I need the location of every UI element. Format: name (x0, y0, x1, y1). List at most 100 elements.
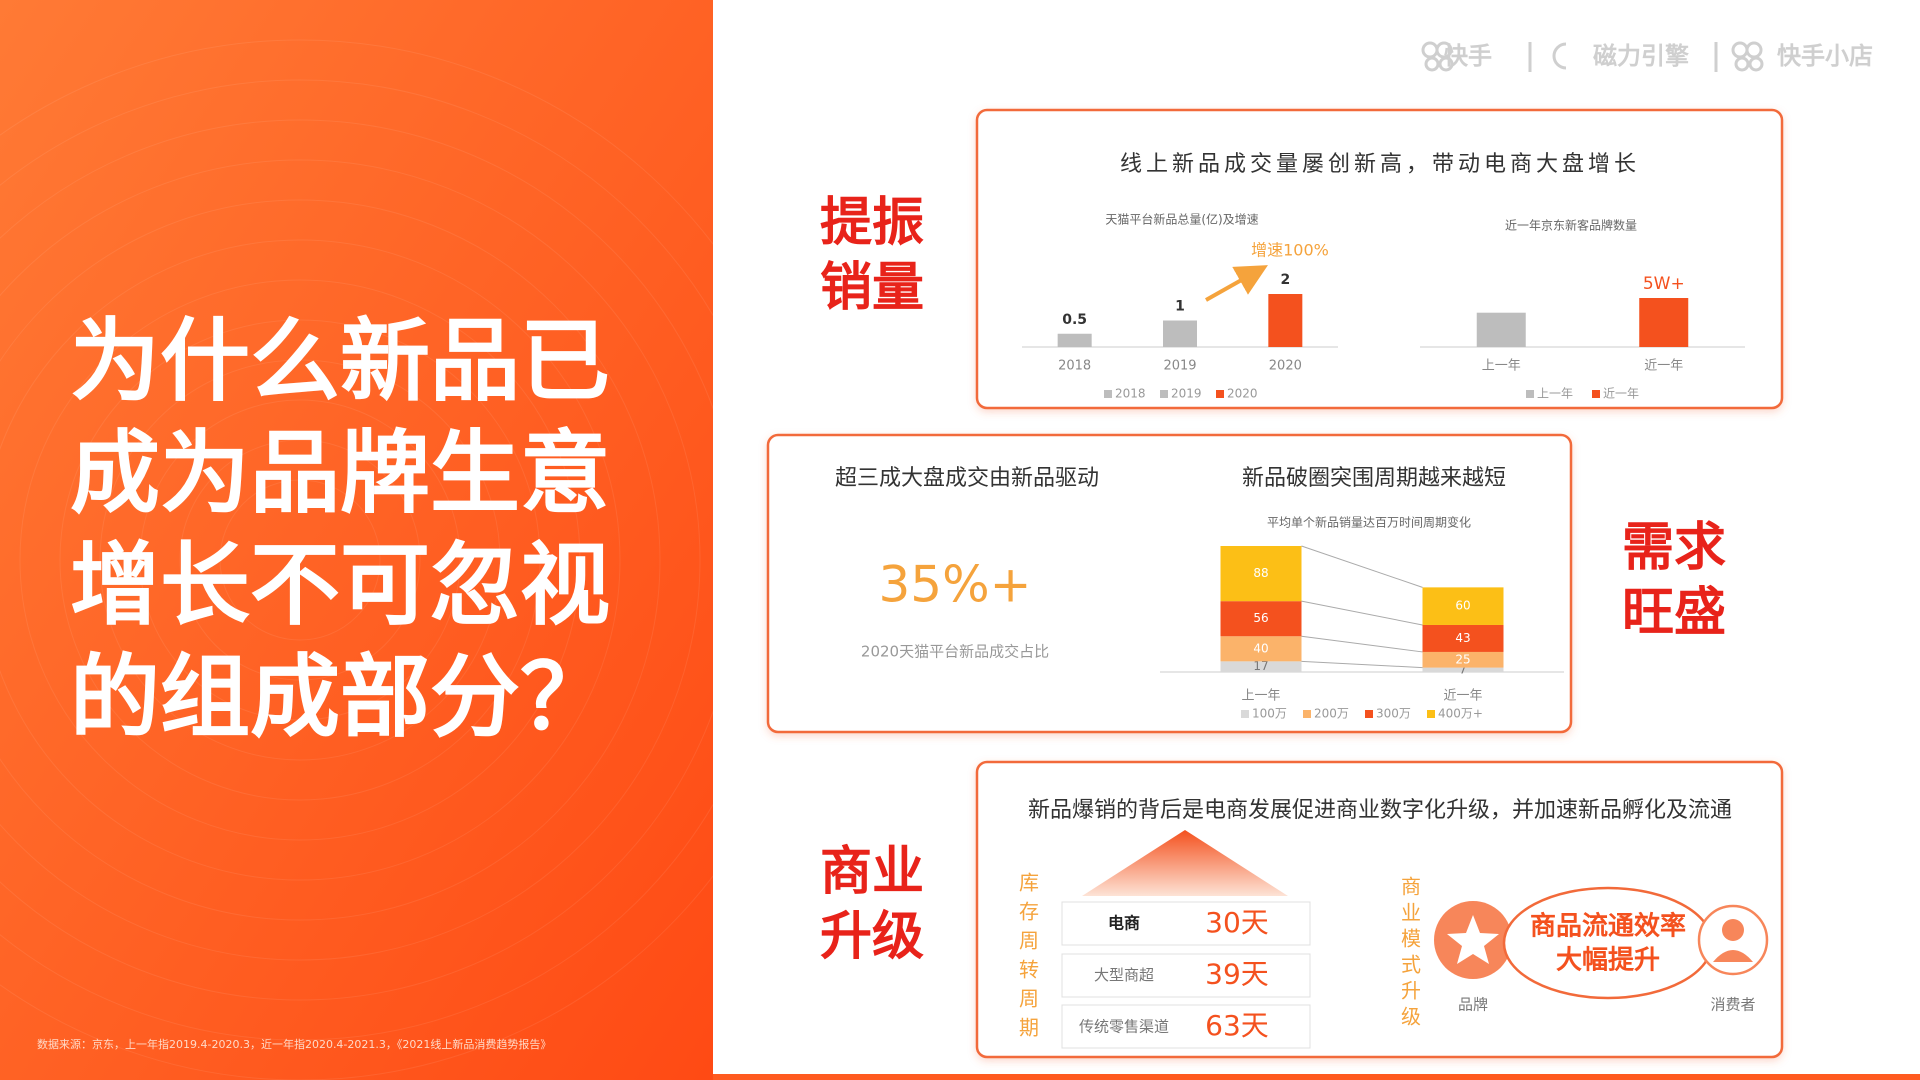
bar-segment (1422, 667, 1504, 672)
data-label: 17 (1253, 659, 1268, 673)
section-label: 升级 (820, 907, 924, 967)
legend-swatch (1241, 710, 1249, 718)
slide-title: 成为品牌生意 (70, 421, 610, 526)
bar-segment (1422, 651, 1504, 668)
model-center: 商品流通效率 (1530, 911, 1686, 942)
decor-rings (0, 39, 713, 1080)
legend-label: 100万 (1252, 707, 1287, 721)
model-left: 品牌 (1458, 996, 1488, 1014)
data-label: 60 (1455, 599, 1470, 613)
source-note: 数据来源：京东，上一年指2019.4-2020.3，近一年指2020.4-202… (37, 1037, 551, 1051)
bar-segment (1220, 601, 1302, 637)
data-label: 25 (1455, 652, 1470, 666)
annotation: 增速100% (1251, 241, 1329, 260)
bar (1639, 298, 1689, 347)
legend-swatch (1526, 390, 1534, 398)
connector (1301, 600, 1423, 626)
bar (1057, 333, 1092, 347)
bar-segment (1422, 624, 1504, 652)
logo-text: 磁力引擎 (1593, 42, 1689, 70)
x-tick-label: 2020 (1269, 359, 1302, 374)
connector (1301, 545, 1423, 588)
section-label: 需求 (1622, 518, 1726, 578)
days: 63天 (1205, 1009, 1269, 1042)
data-label: 56 (1253, 611, 1268, 625)
bar (1476, 312, 1526, 347)
bar-segment (1220, 661, 1302, 672)
channel: 大型商超 (1094, 966, 1154, 984)
logo-icons (1421, 41, 1764, 72)
star (1447, 915, 1499, 964)
legend-swatch (1104, 390, 1112, 398)
section-label: 提振 (820, 193, 924, 253)
consumer-head (1722, 919, 1744, 941)
x-tick-label: 近一年 (1644, 359, 1683, 374)
card-heading: 超三成大盘成交由新品驱动 (835, 466, 1099, 491)
vertical-label: 商业模式升级 (1398, 876, 1422, 1032)
data-label: 7 (1459, 662, 1467, 676)
growth-arrow (1082, 830, 1288, 896)
model-center: 大幅提升 (1556, 946, 1660, 976)
data-label: 5W+ (1643, 274, 1685, 294)
efficiency-ellipse (1502, 886, 1714, 1000)
legend-label: 2020 (1227, 387, 1258, 401)
legend-label: 300万 (1376, 707, 1411, 721)
section-label: 商业 (820, 842, 924, 902)
data-label: 0.5 (1062, 312, 1087, 328)
logo-text: 快手 (1444, 42, 1492, 70)
bar-segment (1220, 636, 1302, 662)
legend-swatch (1303, 710, 1311, 718)
consumer-body (1713, 950, 1753, 962)
chart-title: 近一年京东新客品牌数量 (1505, 218, 1637, 233)
x-tick-label: 近一年 (1443, 689, 1482, 704)
legend-label: 200万 (1314, 707, 1349, 721)
annotation-arrow (1205, 265, 1268, 302)
legend-swatch (1592, 390, 1600, 398)
channel: 电商 (1108, 914, 1140, 933)
row-box (1061, 953, 1311, 998)
section-label: 旺盛 (1622, 583, 1726, 643)
connector (1301, 660, 1423, 669)
card-heading: 新品爆销的背后是电商发展促进商业数字化升级，并加速新品孵化及流通 (1028, 798, 1732, 823)
section-label: 销量 (820, 258, 924, 318)
left-panel (0, 0, 713, 1080)
legend-label: 上一年 (1537, 387, 1573, 401)
channel: 传统零售渠道 (1079, 1018, 1169, 1036)
days: 39天 (1205, 958, 1269, 991)
legend-swatch (1365, 710, 1373, 718)
days: 30天 (1205, 906, 1269, 939)
stat-caption: 2020天猫平台新品成交占比 (861, 643, 1049, 661)
data-label: 2 (1280, 272, 1290, 288)
data-label: 40 (1253, 641, 1268, 655)
x-tick-label: 2019 (1163, 359, 1196, 374)
data-label: 1 (1175, 299, 1185, 315)
x-tick-label: 2018 (1058, 359, 1091, 374)
legend-label: 400万+ (1438, 707, 1483, 721)
slide-title: 为什么新品已 (70, 309, 610, 414)
card-heading: 新品破圈突围周期越来越短 (1242, 466, 1506, 491)
bar (1163, 320, 1197, 347)
chart-title: 平均单个新品销量达百万时间周期变化 (1267, 515, 1471, 530)
card-heading: 线上新品成交量屡创新高，带动电商大盘增长 (1120, 152, 1640, 177)
legend-label: 2019 (1171, 387, 1202, 401)
legend-label: 近一年 (1603, 387, 1639, 401)
legend-swatch (1216, 390, 1224, 398)
bar-segment (1422, 587, 1504, 625)
data-label: 88 (1253, 566, 1268, 580)
slide-title: 的组成部分？ (70, 645, 610, 750)
logo-text: 快手小店 (1777, 42, 1873, 70)
row-box (1061, 1004, 1311, 1049)
stat-value: 35%+ (878, 556, 1031, 614)
connector (1301, 635, 1423, 653)
data-label: 43 (1455, 631, 1470, 645)
row-box (1061, 901, 1311, 946)
bottom-strip (713, 1074, 1920, 1080)
bar-segment (1220, 546, 1302, 602)
x-tick-label: 上一年 (1482, 359, 1521, 374)
vertical-label: 库存周转周期 (1016, 872, 1040, 1046)
legend-swatch (1427, 710, 1435, 718)
chart-title: 天猫平台新品总量(亿)及增速 (1105, 212, 1258, 227)
legend-label: 2018 (1115, 387, 1146, 401)
